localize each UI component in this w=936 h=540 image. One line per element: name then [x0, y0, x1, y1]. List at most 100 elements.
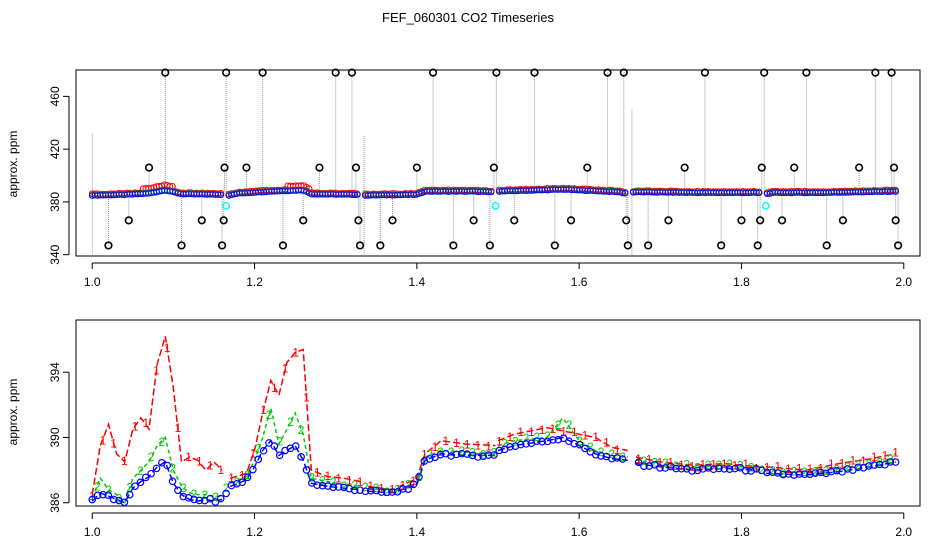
bottom-series-1-line [765, 453, 896, 471]
top-series3-point [217, 191, 225, 199]
top-outlier-point [299, 216, 308, 225]
bottom-series-3-marker [340, 483, 348, 492]
bottom-series-1-marker: 1 [260, 403, 267, 417]
top-outlier-point [144, 163, 154, 172]
bottom-series-3-marker [640, 462, 648, 470]
bottom-series-3-marker [291, 442, 300, 450]
top-outlier-point [822, 241, 831, 250]
bottom-series-3-marker [265, 439, 273, 447]
bottom-series-2-marker: 2 [833, 463, 840, 477]
bottom-series-3-marker [211, 498, 220, 506]
bottom-series-3-marker [383, 488, 391, 497]
bottom-series-3-marker [811, 469, 820, 477]
top-series3-point [892, 188, 899, 195]
top-panel: 1.0 1.2 1.4 1.6 1.8 2.0 340 380 420 460 approx. p… [6, 68, 921, 289]
top-series3-point [619, 189, 626, 197]
bottom-series-2-marker: 2 [587, 440, 594, 454]
bottom-series-2-line [368, 449, 496, 493]
bottom-series-3-marker [356, 486, 364, 494]
bottom-series-3-marker [656, 464, 664, 472]
bottom-series-3-marker [334, 483, 343, 491]
top-outlier-point [680, 163, 689, 172]
bottom-series-3-marker [800, 470, 809, 479]
bottom-series-3-marker [865, 462, 873, 470]
bottom-series-1-marker: 1 [325, 469, 332, 483]
bottom-series-3-marker [543, 437, 552, 446]
top-outlier-point [760, 68, 769, 77]
bottom-series-1-marker: 1 [550, 422, 557, 436]
bottom-series-3-marker [377, 488, 386, 496]
top-x-tick-label: 1.0 [84, 275, 101, 289]
bottom-series-2-marker: 2 [351, 478, 358, 492]
bottom-series-1-marker: 1 [153, 363, 160, 377]
bottom-series-3-marker [854, 463, 862, 472]
bottom-series-3-marker [99, 490, 107, 499]
bottom-series-3-marker [645, 462, 654, 470]
bottom-series-1-marker: 1 [389, 483, 396, 497]
bottom-series-1-marker: 1 [121, 454, 128, 468]
bottom-series-1-marker: 1 [828, 457, 835, 471]
top-outlier-point [104, 241, 113, 250]
top-outlier-point [737, 216, 746, 225]
bottom-series-1-marker: 1 [882, 449, 889, 463]
bottom-series-2-marker: 2 [287, 415, 294, 429]
bottom-series-3-marker [125, 490, 134, 499]
bottom-series-3-marker [93, 491, 102, 500]
bottom-series-2-marker: 2 [169, 461, 176, 475]
bottom-series-2-marker: 2 [276, 435, 283, 449]
top-y-tick-label: 460 [48, 86, 62, 106]
bottom-series-2-marker: 2 [148, 450, 155, 464]
bottom-series-3-marker [463, 450, 471, 458]
bottom-series-2-marker: 2 [491, 446, 498, 460]
bottom-series-1-line [497, 426, 628, 452]
bottom-series-2-marker: 2 [405, 478, 412, 492]
bottom-series-3-marker [324, 482, 332, 490]
bottom-series-3-marker [795, 470, 804, 478]
bottom-series-3-marker [163, 461, 172, 470]
top-outlier-point [428, 68, 438, 77]
top-outlier-point [485, 241, 494, 250]
bottom-series-3-marker [275, 451, 284, 460]
bottom-series-2-marker: 2 [416, 470, 423, 484]
bottom-series-3-marker [141, 473, 150, 482]
bottom-series-1-marker: 1 [603, 436, 610, 450]
top-baseline-points [88, 181, 899, 199]
bottom-series-2-marker: 2 [791, 464, 798, 478]
bottom-series-2-marker: 2 [383, 485, 390, 499]
top-outlier-point [355, 241, 365, 250]
bottom-series-3-marker [120, 498, 129, 507]
bottom-series-3-marker [688, 467, 696, 475]
top-outlier-point [777, 216, 787, 225]
bottom-series-3-marker [597, 452, 605, 460]
top-x-tick-label: 1.2 [246, 275, 263, 289]
bottom-series-3-marker [806, 470, 814, 478]
bottom-series-1-marker: 1 [207, 458, 214, 472]
bottom-series-3-marker [554, 435, 563, 444]
bottom-series-3-marker [458, 449, 466, 458]
bottom-series-3-marker [302, 466, 311, 474]
bottom-x-tick-label: 1.6 [571, 525, 588, 539]
bottom-series-3-marker [147, 469, 155, 478]
bottom-series-3-marker [216, 494, 225, 503]
bottom-series-3-marker [763, 468, 771, 477]
bottom-series-3-marker [581, 444, 589, 453]
bottom-series-3-marker [731, 464, 739, 473]
bottom-series-3-marker [495, 446, 504, 455]
top-outlier-point [871, 68, 880, 77]
bottom-series-2-marker: 2 [437, 445, 444, 459]
bottom-series-3-marker [784, 470, 793, 478]
bottom-series-2-marker: 2 [523, 431, 530, 445]
top-outlier-point [449, 241, 458, 250]
bottom-series-1-marker: 1 [314, 466, 321, 480]
bottom-series-3-marker [891, 458, 900, 466]
bottom-series-2-marker: 2 [116, 491, 123, 505]
bottom-series-1-marker: 1 [282, 362, 289, 376]
bottom-series-3-marker [436, 450, 445, 459]
top-outlier-point [161, 68, 170, 77]
bottom-series-1-marker: 1 [110, 437, 117, 451]
top-outlier-point [664, 216, 673, 225]
bottom-series-1-marker: 1 [357, 475, 364, 489]
top-y-tick-label: 380 [48, 192, 62, 212]
bottom-series-3-marker [104, 491, 113, 499]
